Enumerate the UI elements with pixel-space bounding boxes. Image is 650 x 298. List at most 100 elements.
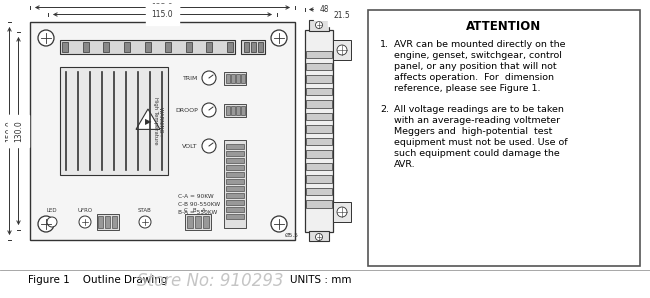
- Text: B-A = 550KW: B-A = 550KW: [178, 210, 217, 215]
- Text: ATTENTION: ATTENTION: [467, 19, 541, 32]
- Circle shape: [271, 216, 287, 232]
- Bar: [241, 74, 244, 83]
- Bar: [306, 75, 332, 83]
- Text: ▶: ▶: [145, 117, 151, 126]
- Bar: [333, 40, 351, 60]
- Text: LED: LED: [47, 208, 57, 213]
- Text: such equipment could damage the: such equipment could damage the: [394, 149, 560, 158]
- Bar: [30, 22, 295, 240]
- Circle shape: [202, 103, 216, 117]
- Bar: [306, 125, 332, 133]
- Text: 2.: 2.: [380, 105, 389, 114]
- Text: 130.0: 130.0: [14, 120, 23, 142]
- Text: C-A = 90KW: C-A = 90KW: [178, 194, 214, 199]
- Text: AVR.: AVR.: [394, 160, 415, 169]
- Polygon shape: [136, 109, 160, 129]
- Text: All voltage readings are to be taken: All voltage readings are to be taken: [394, 105, 564, 114]
- Text: UNITS : mm: UNITS : mm: [290, 275, 352, 285]
- Circle shape: [315, 21, 322, 29]
- Bar: [60, 40, 235, 54]
- Bar: [306, 63, 332, 70]
- Bar: [226, 172, 244, 177]
- Bar: [306, 50, 332, 58]
- Circle shape: [337, 45, 347, 55]
- Circle shape: [202, 139, 216, 153]
- Circle shape: [271, 30, 287, 46]
- Bar: [226, 165, 244, 170]
- Text: 150.0: 150.0: [5, 120, 14, 142]
- Bar: [309, 231, 329, 241]
- Bar: [226, 151, 244, 156]
- Bar: [244, 42, 249, 52]
- Circle shape: [337, 207, 347, 217]
- Bar: [226, 179, 244, 184]
- Circle shape: [139, 216, 151, 228]
- Text: AVR can be mounted directly on the: AVR can be mounted directly on the: [394, 40, 566, 49]
- Bar: [226, 144, 244, 149]
- Circle shape: [315, 234, 322, 240]
- Bar: [98, 216, 103, 228]
- Bar: [306, 113, 332, 120]
- Bar: [227, 42, 233, 52]
- Bar: [306, 187, 332, 195]
- Text: WARNING :
High Temperature: WARNING : High Temperature: [153, 97, 163, 145]
- Bar: [226, 214, 244, 219]
- Text: affects operation.  For  dimension: affects operation. For dimension: [394, 73, 554, 82]
- Bar: [306, 175, 332, 183]
- Bar: [241, 40, 265, 54]
- Circle shape: [202, 71, 216, 85]
- Bar: [144, 42, 151, 52]
- Bar: [305, 30, 333, 232]
- Bar: [187, 216, 193, 228]
- Circle shape: [47, 217, 57, 227]
- Bar: [224, 140, 246, 228]
- Text: with an average-reading voltmeter: with an average-reading voltmeter: [394, 116, 560, 125]
- Text: Figure 1    Outline Drawing: Figure 1 Outline Drawing: [28, 275, 168, 285]
- Bar: [97, 214, 119, 230]
- Bar: [306, 100, 332, 108]
- Bar: [236, 74, 239, 83]
- Bar: [226, 193, 244, 198]
- Text: C-B 90-550KW: C-B 90-550KW: [178, 202, 220, 207]
- Bar: [306, 138, 332, 145]
- Text: engine, genset, switchgear, control: engine, genset, switchgear, control: [394, 51, 562, 60]
- Text: C   B   A: C B A: [184, 208, 206, 213]
- Bar: [226, 74, 229, 83]
- Circle shape: [79, 216, 91, 228]
- Bar: [306, 88, 332, 95]
- Bar: [226, 158, 244, 163]
- Bar: [333, 202, 351, 222]
- Bar: [306, 200, 332, 207]
- Bar: [207, 42, 213, 52]
- Text: UFRO: UFRO: [77, 208, 92, 213]
- Text: panel, or any position that will not: panel, or any position that will not: [394, 62, 556, 71]
- Bar: [309, 20, 329, 31]
- Text: 48.0: 48.0: [320, 5, 337, 14]
- Bar: [306, 150, 332, 158]
- Bar: [185, 214, 211, 230]
- Text: DROOP: DROOP: [176, 108, 198, 113]
- Text: TRIM: TRIM: [183, 75, 198, 80]
- Text: Meggers and  high-potential  test: Meggers and high-potential test: [394, 127, 552, 136]
- Bar: [124, 42, 130, 52]
- Bar: [103, 42, 109, 52]
- Bar: [226, 200, 244, 205]
- Bar: [226, 106, 229, 115]
- Text: reference, please see Figure 1.: reference, please see Figure 1.: [394, 84, 541, 93]
- Text: Ø5.5: Ø5.5: [285, 232, 299, 238]
- Bar: [112, 216, 117, 228]
- Text: equipment must not be used. Use of: equipment must not be used. Use of: [394, 138, 567, 147]
- Bar: [258, 42, 263, 52]
- Circle shape: [38, 30, 54, 46]
- Text: STAB: STAB: [138, 208, 152, 213]
- Bar: [203, 216, 209, 228]
- Bar: [60, 67, 168, 175]
- Bar: [226, 207, 244, 212]
- Circle shape: [38, 216, 54, 232]
- Bar: [251, 42, 256, 52]
- Bar: [224, 72, 246, 85]
- Bar: [306, 163, 332, 170]
- Bar: [236, 106, 239, 115]
- Text: VOLT: VOLT: [183, 144, 198, 148]
- Text: Store No: 910293: Store No: 910293: [136, 272, 283, 290]
